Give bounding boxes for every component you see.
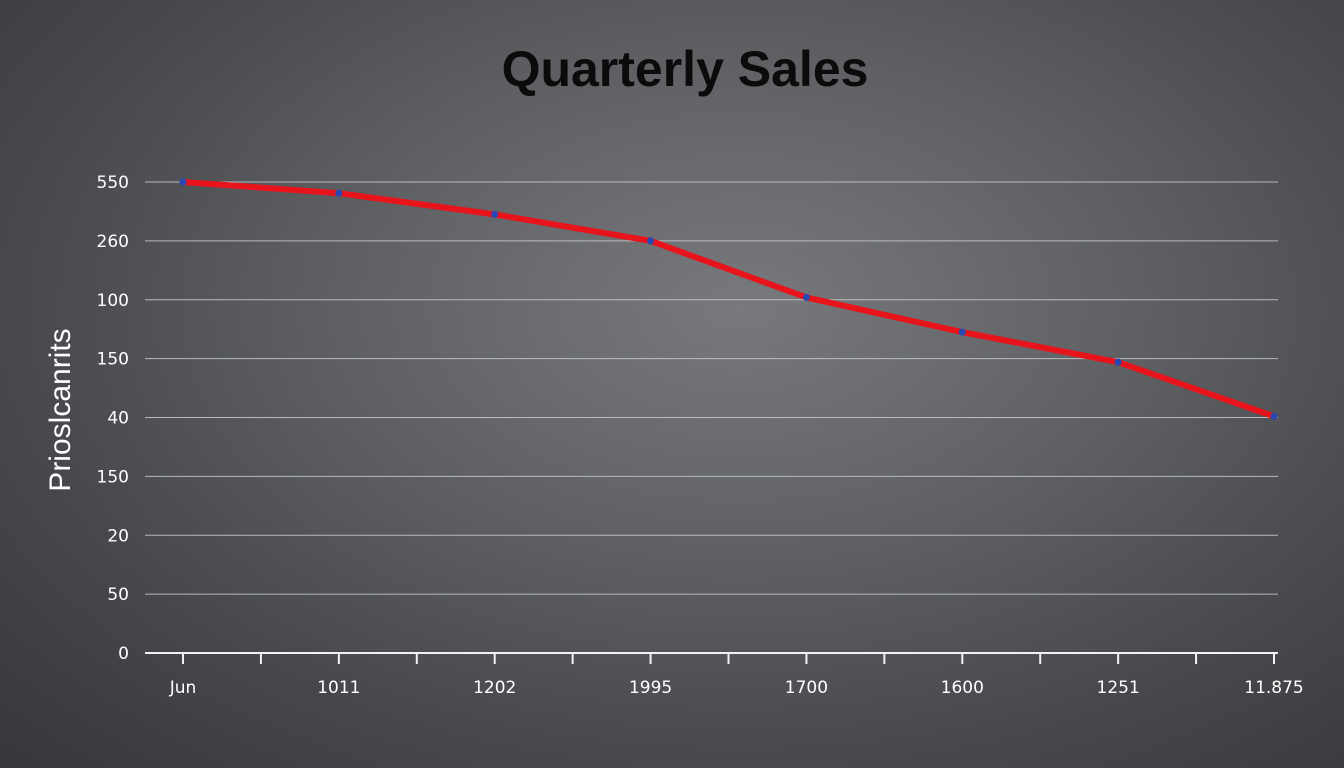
y-tick-label: 150 <box>97 467 129 487</box>
data-point <box>1270 412 1278 420</box>
y-tick-labels: 550 260 100 150 40 150 20 50 0 <box>97 173 129 664</box>
axes <box>145 652 1278 664</box>
x-tick-label: 1202 <box>473 678 516 698</box>
gridlines <box>145 181 1278 595</box>
series-layer <box>180 179 1277 420</box>
data-point <box>335 189 343 197</box>
data-point <box>958 328 966 336</box>
data-markers <box>179 178 1278 420</box>
y-tick-label: 260 <box>97 232 129 252</box>
series-line <box>180 179 1277 420</box>
y-tick-label: 150 <box>97 350 129 370</box>
data-point <box>491 210 499 218</box>
y-tick-label: 550 <box>97 173 129 193</box>
y-tick-label: 100 <box>97 291 129 311</box>
y-tick-label: 50 <box>107 585 129 605</box>
data-point <box>647 237 655 245</box>
x-tick-label: 1251 <box>1097 678 1140 698</box>
y-axis-label: Prioslcanrits <box>44 328 77 491</box>
x-tick-label: Jun <box>169 678 197 698</box>
chart-title: Quarterly Sales <box>502 41 869 97</box>
data-point <box>179 178 187 186</box>
x-tick-label: 1011 <box>317 678 360 698</box>
y-tick-label: 0 <box>118 644 129 664</box>
y-tick-label: 20 <box>107 526 129 546</box>
x-tick-label: 1600 <box>941 678 984 698</box>
x-tick-label: 11.875 <box>1244 678 1303 698</box>
y-tick-label: 40 <box>107 409 129 429</box>
data-point <box>802 293 810 301</box>
x-tick-labels: Jun 1011 1202 1995 1700 1600 1251 11.875 <box>169 678 1304 698</box>
x-tick-label: 1995 <box>629 678 672 698</box>
x-tick-label: 1700 <box>785 678 828 698</box>
data-point <box>1114 358 1122 366</box>
